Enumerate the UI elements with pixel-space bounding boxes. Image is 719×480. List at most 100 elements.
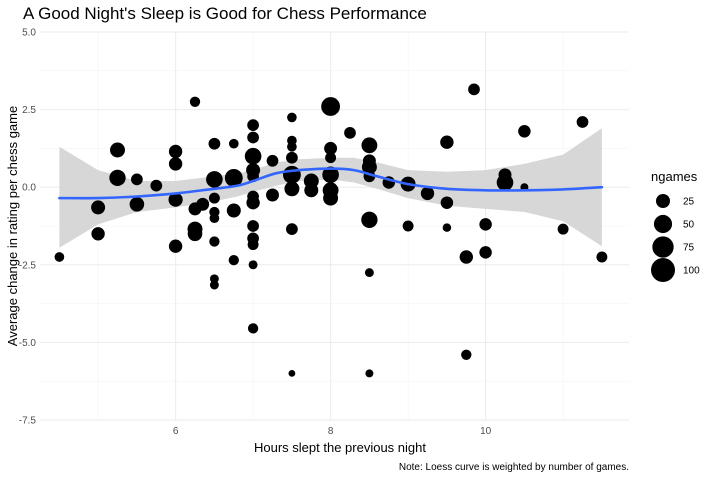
data-point xyxy=(247,239,259,251)
data-point xyxy=(150,179,163,192)
data-point xyxy=(266,154,279,167)
data-point xyxy=(557,223,569,235)
data-point xyxy=(109,169,126,187)
data-point xyxy=(361,137,378,154)
data-point xyxy=(54,252,65,262)
legend-title: ngames xyxy=(651,169,698,184)
grid xyxy=(40,31,629,421)
data-point xyxy=(479,218,492,231)
data-point xyxy=(286,223,298,235)
data-point xyxy=(168,192,183,207)
data-point xyxy=(324,141,338,155)
data-point xyxy=(247,131,259,144)
chart-title: A Good Night's Sleep is Good for Chess P… xyxy=(23,4,427,23)
data-point xyxy=(168,144,183,159)
data-point xyxy=(168,157,183,171)
data-point xyxy=(596,251,608,263)
data-point xyxy=(196,197,210,211)
data-point xyxy=(129,197,145,212)
data-point xyxy=(286,151,298,164)
data-point xyxy=(131,173,143,186)
data-point xyxy=(287,141,297,152)
data-point xyxy=(224,168,243,187)
data-point xyxy=(576,116,589,128)
data-point xyxy=(209,236,220,247)
data-point xyxy=(228,254,239,266)
data-point xyxy=(344,127,356,139)
data-point xyxy=(361,211,378,228)
y-axis-ticks: 5.0 2.5 0.0 -2.5 -5.0 -7.5 xyxy=(19,28,37,427)
data-point xyxy=(440,196,454,209)
data-point xyxy=(209,280,219,290)
data-point xyxy=(168,239,183,253)
data-point xyxy=(325,152,337,164)
legend-key-label: 100 xyxy=(683,266,700,277)
data-point xyxy=(91,200,106,215)
points-layer xyxy=(54,83,608,378)
data-point xyxy=(440,135,454,149)
x-axis-label: Hours slept the previous night xyxy=(254,440,426,455)
legend-key-circle xyxy=(651,258,675,282)
data-point xyxy=(187,226,203,242)
data-point xyxy=(206,171,223,188)
data-point xyxy=(208,137,221,150)
data-point xyxy=(323,190,339,206)
data-point xyxy=(468,83,480,96)
data-point xyxy=(496,174,514,191)
legend-key-circle xyxy=(652,236,674,258)
legend-key-label: 75 xyxy=(683,243,695,254)
data-point xyxy=(402,220,414,232)
data-point xyxy=(110,142,125,158)
data-point xyxy=(479,246,492,259)
data-point xyxy=(226,203,241,218)
legend-key-label: 50 xyxy=(683,220,695,231)
data-point xyxy=(304,183,319,198)
data-point xyxy=(288,369,296,377)
data-point xyxy=(209,213,220,224)
data-point xyxy=(209,274,219,284)
data-point xyxy=(91,227,105,241)
data-point xyxy=(284,181,300,197)
data-point xyxy=(266,188,279,202)
x-axis-ticks: 6 8 10 xyxy=(173,426,492,437)
data-point xyxy=(287,112,297,123)
x-tick-label: 6 xyxy=(173,426,179,437)
data-point xyxy=(364,268,374,278)
confidence-ribbon-layer xyxy=(59,128,602,248)
y-axis-label: Average change in rating per chess game xyxy=(5,106,20,346)
data-point xyxy=(244,147,262,165)
loess-curve xyxy=(58,167,604,200)
y-tick-label: 5.0 xyxy=(22,28,36,39)
data-point xyxy=(361,159,377,175)
data-point xyxy=(247,220,259,232)
y-tick-label: -2.5 xyxy=(19,260,37,271)
smooth-line-layer xyxy=(58,167,604,200)
data-point xyxy=(247,119,259,131)
x-tick-label: 10 xyxy=(480,426,492,437)
data-point xyxy=(246,196,260,210)
data-point xyxy=(189,96,201,107)
y-tick-label: -7.5 xyxy=(19,416,37,427)
data-point xyxy=(321,97,341,116)
confidence-band xyxy=(59,128,602,248)
legend-key-circle xyxy=(656,194,670,208)
x-tick-label: 8 xyxy=(328,426,334,437)
data-point xyxy=(365,369,374,378)
data-point xyxy=(208,192,220,204)
data-point xyxy=(282,165,301,184)
data-point xyxy=(442,223,452,232)
data-point xyxy=(459,250,473,264)
y-tick-label: 2.5 xyxy=(22,105,36,116)
data-point xyxy=(247,323,259,334)
legend: ngames 25 50 75 100 xyxy=(651,169,700,282)
y-tick-label: 0.0 xyxy=(22,183,36,194)
legend-key-label: 25 xyxy=(683,197,695,208)
data-point xyxy=(461,349,472,360)
legend-key-circle xyxy=(653,214,673,234)
caption: Note: Loess curve is weighted by number … xyxy=(399,462,629,473)
data-point xyxy=(248,260,258,270)
y-tick-label: -5.0 xyxy=(19,338,37,349)
data-point xyxy=(518,125,531,138)
data-point xyxy=(228,138,239,149)
